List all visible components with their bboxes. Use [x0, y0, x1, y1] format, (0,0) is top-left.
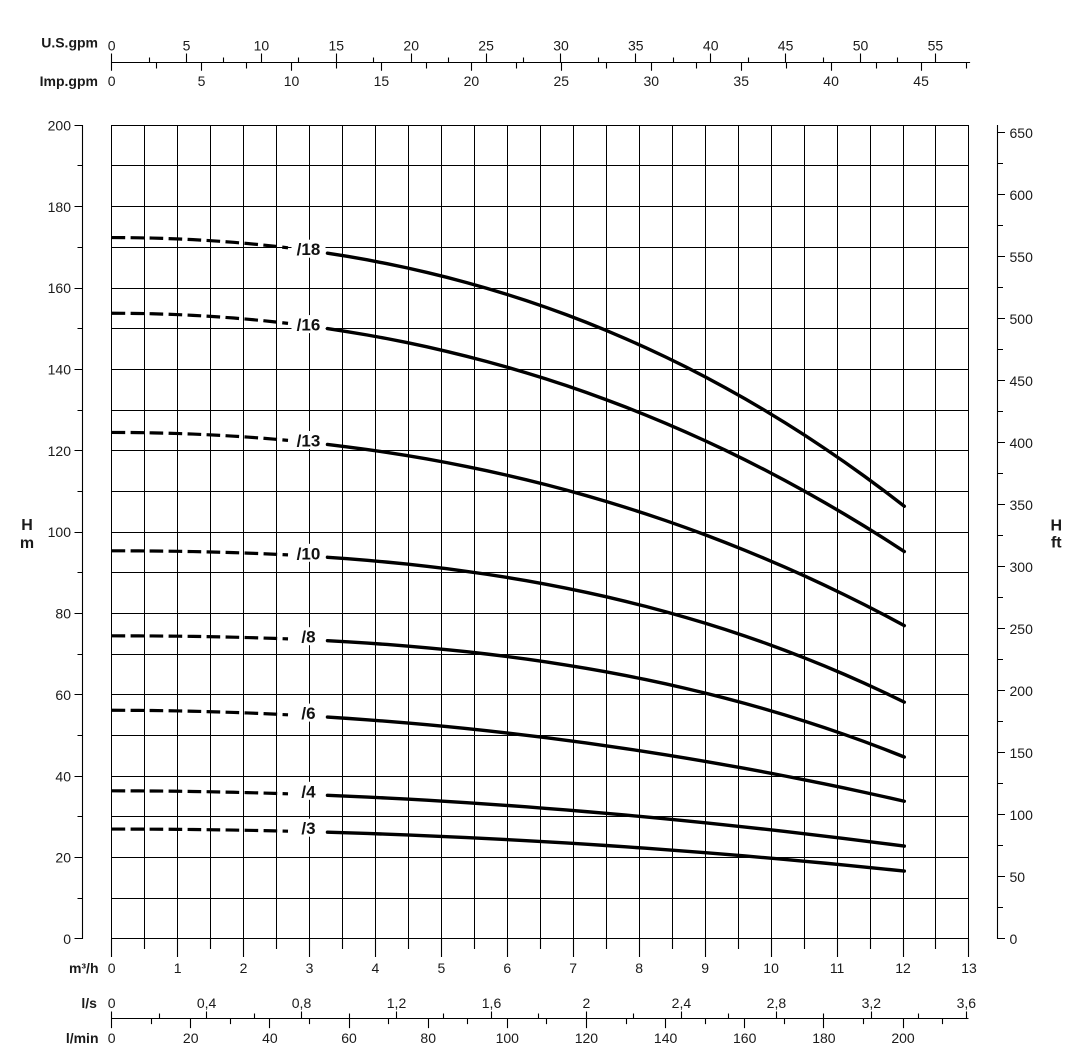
svg-text:25: 25 [554, 73, 570, 89]
svg-text:500: 500 [1010, 311, 1034, 327]
svg-text:/18: /18 [297, 240, 321, 259]
svg-text:3,6: 3,6 [957, 995, 977, 1011]
svg-text:50: 50 [1010, 869, 1026, 885]
svg-text:55: 55 [928, 38, 944, 54]
svg-text:30: 30 [553, 38, 569, 54]
svg-text:100: 100 [48, 524, 72, 540]
svg-text:100: 100 [1010, 807, 1034, 823]
svg-text:5: 5 [198, 73, 206, 89]
svg-text:140: 140 [48, 362, 72, 378]
svg-text:0: 0 [108, 1030, 116, 1046]
svg-text:12: 12 [895, 960, 911, 976]
svg-text:8: 8 [635, 960, 643, 976]
svg-text:1: 1 [174, 960, 182, 976]
svg-text:7: 7 [569, 960, 577, 976]
svg-text:0: 0 [108, 73, 116, 89]
svg-text:60: 60 [55, 687, 71, 703]
svg-text:0: 0 [108, 38, 116, 54]
svg-text:40: 40 [55, 768, 71, 784]
svg-text:0,8: 0,8 [292, 995, 312, 1011]
svg-text:550: 550 [1010, 249, 1034, 265]
svg-text:m: m [20, 535, 34, 552]
svg-text:0: 0 [1010, 931, 1018, 947]
svg-text:140: 140 [654, 1030, 678, 1046]
svg-text:20: 20 [403, 38, 419, 54]
svg-text:600: 600 [1010, 187, 1034, 203]
svg-text:/6: /6 [301, 704, 315, 723]
svg-text:300: 300 [1010, 559, 1034, 575]
svg-text:20: 20 [464, 73, 480, 89]
svg-text:3: 3 [306, 960, 314, 976]
svg-text:45: 45 [778, 38, 794, 54]
svg-text:l/s: l/s [81, 995, 97, 1011]
svg-text:80: 80 [420, 1030, 436, 1046]
svg-text:13: 13 [961, 960, 977, 976]
svg-text:2,8: 2,8 [767, 995, 787, 1011]
svg-text:250: 250 [1010, 621, 1034, 637]
svg-text:4: 4 [372, 960, 380, 976]
svg-text:H: H [21, 517, 33, 534]
svg-text:10: 10 [763, 960, 779, 976]
svg-text:50: 50 [853, 38, 869, 54]
svg-text:450: 450 [1010, 373, 1034, 389]
svg-text:180: 180 [48, 199, 72, 215]
svg-text:20: 20 [183, 1030, 199, 1046]
svg-text:150: 150 [1010, 745, 1034, 761]
svg-text:2,4: 2,4 [672, 995, 692, 1011]
svg-text:0,4: 0,4 [197, 995, 217, 1011]
svg-text:20: 20 [55, 850, 71, 866]
svg-text:3,2: 3,2 [862, 995, 882, 1011]
svg-text:120: 120 [575, 1030, 599, 1046]
svg-text:100: 100 [496, 1030, 520, 1046]
svg-text:U.S.gpm: U.S.gpm [41, 35, 98, 51]
svg-text:/4: /4 [301, 782, 316, 801]
svg-text:30: 30 [644, 73, 660, 89]
svg-text:15: 15 [374, 73, 390, 89]
svg-text:200: 200 [48, 117, 72, 133]
svg-text:H: H [1051, 518, 1063, 535]
svg-text:/8: /8 [301, 628, 315, 647]
svg-text:180: 180 [812, 1030, 836, 1046]
svg-text:/3: /3 [301, 819, 315, 838]
svg-text:650: 650 [1010, 125, 1034, 141]
svg-text:1,2: 1,2 [387, 995, 407, 1011]
svg-text:11: 11 [830, 960, 845, 976]
svg-text:/10: /10 [297, 544, 321, 563]
svg-text:25: 25 [478, 38, 494, 54]
svg-text:80: 80 [55, 606, 71, 622]
svg-text:200: 200 [891, 1030, 915, 1046]
svg-text:400: 400 [1010, 435, 1034, 451]
svg-text:60: 60 [341, 1030, 357, 1046]
svg-text:0: 0 [108, 960, 116, 976]
svg-text:35: 35 [628, 38, 644, 54]
svg-text:1,6: 1,6 [482, 995, 502, 1011]
svg-text:35: 35 [733, 73, 749, 89]
svg-text:/16: /16 [297, 316, 321, 335]
svg-text:0: 0 [108, 995, 116, 1011]
svg-text:160: 160 [48, 280, 72, 296]
svg-text:ft: ft [1051, 535, 1062, 552]
svg-text:/13: /13 [297, 432, 321, 451]
svg-text:40: 40 [703, 38, 719, 54]
svg-text:15: 15 [329, 38, 345, 54]
svg-text:m³/h: m³/h [69, 960, 99, 976]
svg-text:120: 120 [48, 443, 72, 459]
svg-text:45: 45 [913, 73, 929, 89]
svg-text:l/min: l/min [66, 1030, 99, 1046]
svg-text:350: 350 [1010, 497, 1034, 513]
svg-text:5: 5 [438, 960, 446, 976]
svg-text:2: 2 [583, 995, 591, 1011]
svg-text:10: 10 [284, 73, 300, 89]
svg-text:9: 9 [701, 960, 709, 976]
svg-text:6: 6 [503, 960, 511, 976]
svg-text:10: 10 [254, 38, 270, 54]
svg-text:0: 0 [63, 931, 71, 947]
svg-text:2: 2 [240, 960, 248, 976]
svg-text:5: 5 [183, 38, 191, 54]
svg-text:Imp.gpm: Imp.gpm [40, 73, 98, 89]
svg-text:40: 40 [262, 1030, 278, 1046]
svg-text:40: 40 [823, 73, 839, 89]
svg-text:160: 160 [733, 1030, 757, 1046]
svg-text:200: 200 [1010, 683, 1034, 699]
